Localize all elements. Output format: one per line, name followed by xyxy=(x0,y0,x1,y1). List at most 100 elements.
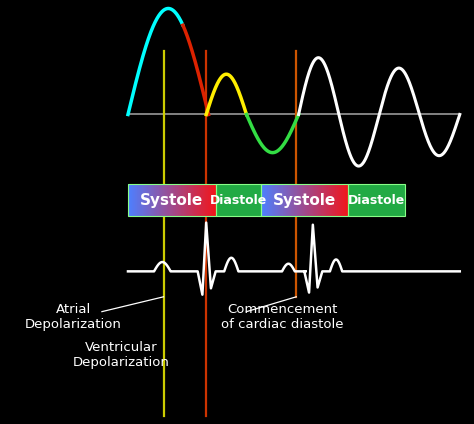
Bar xyxy=(137,184,139,216)
Bar xyxy=(312,184,314,216)
Bar xyxy=(185,184,186,216)
Bar xyxy=(169,184,170,216)
Bar xyxy=(264,184,265,216)
Bar xyxy=(216,184,261,216)
Bar xyxy=(207,184,208,216)
Bar xyxy=(201,184,202,216)
Bar xyxy=(170,184,171,216)
Bar xyxy=(178,184,179,216)
Bar xyxy=(204,184,205,216)
Bar xyxy=(318,184,319,216)
Bar xyxy=(129,184,131,216)
Bar xyxy=(285,184,286,216)
Bar xyxy=(297,184,298,216)
Bar xyxy=(338,184,339,216)
Bar xyxy=(300,184,301,216)
Bar xyxy=(311,184,312,216)
Bar xyxy=(346,184,347,216)
Bar xyxy=(160,184,161,216)
Bar xyxy=(156,184,158,216)
Bar xyxy=(144,184,145,216)
Bar xyxy=(146,184,147,216)
Bar xyxy=(143,184,145,216)
Bar xyxy=(272,184,273,216)
Text: Diastole: Diastole xyxy=(348,194,405,207)
Bar xyxy=(301,184,302,216)
Bar xyxy=(348,184,405,216)
Bar xyxy=(335,184,337,216)
Bar xyxy=(148,184,150,216)
Bar xyxy=(194,184,196,216)
Bar xyxy=(282,184,283,216)
Bar xyxy=(321,184,322,216)
Bar xyxy=(186,184,188,216)
Bar xyxy=(203,184,204,216)
Bar xyxy=(197,184,198,216)
Bar xyxy=(266,184,268,216)
Bar xyxy=(130,184,131,216)
Text: Atrial
Depolarization: Atrial Depolarization xyxy=(25,303,122,331)
Bar xyxy=(304,184,306,216)
Bar xyxy=(287,184,288,216)
Bar xyxy=(208,184,209,216)
Bar xyxy=(146,184,147,216)
Bar xyxy=(195,184,196,216)
Bar xyxy=(269,184,270,216)
Bar xyxy=(319,184,320,216)
Bar xyxy=(191,184,192,216)
Bar xyxy=(156,184,157,216)
Bar xyxy=(167,184,168,216)
Bar xyxy=(269,184,271,216)
Bar xyxy=(316,184,317,216)
Bar xyxy=(312,184,313,216)
Bar xyxy=(148,184,149,216)
Bar xyxy=(135,184,136,216)
Bar xyxy=(139,184,140,216)
Bar xyxy=(343,184,345,216)
Bar xyxy=(327,184,328,216)
Bar xyxy=(135,184,137,216)
Bar xyxy=(339,184,340,216)
Bar xyxy=(264,184,265,216)
Bar xyxy=(212,184,213,216)
Text: Commencement
of cardiac diastole: Commencement of cardiac diastole xyxy=(221,303,343,331)
Bar xyxy=(274,184,275,216)
Bar xyxy=(158,184,159,216)
Bar xyxy=(278,184,280,216)
Bar xyxy=(189,184,190,216)
Bar xyxy=(263,184,264,216)
Bar xyxy=(140,184,142,216)
Bar xyxy=(293,184,294,216)
Bar xyxy=(132,184,134,216)
Bar xyxy=(165,184,166,216)
Bar xyxy=(324,184,326,216)
Bar xyxy=(157,184,158,216)
Bar xyxy=(310,184,311,216)
Bar xyxy=(164,184,165,216)
Bar xyxy=(186,184,187,216)
Bar xyxy=(170,184,172,216)
Bar xyxy=(155,184,156,216)
Bar xyxy=(167,184,169,216)
Bar xyxy=(333,184,334,216)
Bar xyxy=(326,184,327,216)
Bar xyxy=(347,184,348,216)
Bar xyxy=(174,184,175,216)
Bar xyxy=(275,184,276,216)
Bar xyxy=(183,184,185,216)
Bar xyxy=(300,184,301,216)
Bar xyxy=(343,184,344,216)
Bar xyxy=(320,184,321,216)
Bar xyxy=(137,184,138,216)
Bar xyxy=(153,184,154,216)
Bar xyxy=(136,184,137,216)
Bar xyxy=(177,184,178,216)
Bar xyxy=(191,184,193,216)
Bar xyxy=(262,184,263,216)
Bar xyxy=(315,184,316,216)
Bar xyxy=(307,184,308,216)
Bar xyxy=(331,184,332,216)
Bar xyxy=(276,184,277,216)
Bar xyxy=(159,184,160,216)
Bar xyxy=(164,184,166,216)
